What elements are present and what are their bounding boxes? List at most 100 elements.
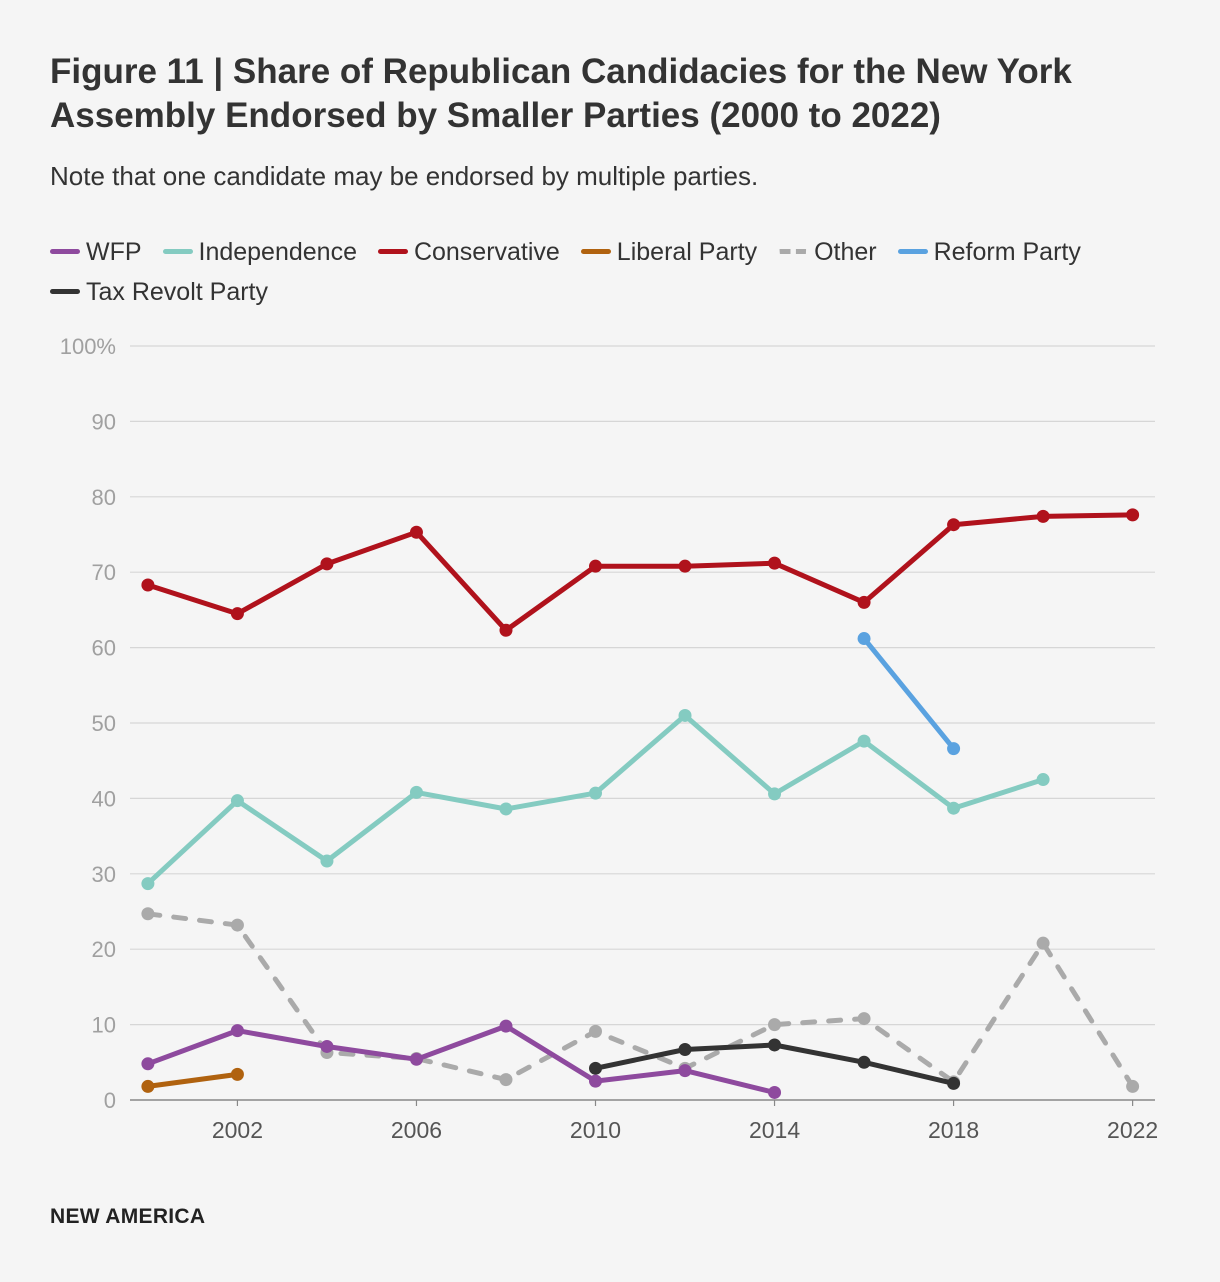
x-tick-label: 2014 [749,1117,800,1143]
point-conservative-2002[interactable] [230,607,244,621]
legend-swatch-wfp [50,248,80,254]
legend-swatch-conservative [377,248,408,254]
point-independence-2006[interactable] [409,785,423,799]
legend-item-other[interactable]: Other [778,238,877,266]
legend-item-independence[interactable]: Independence [162,238,357,266]
point-other-2022[interactable] [1126,1079,1140,1093]
x-tick-label: 2002 [212,1117,263,1143]
legend-item-wfp[interactable]: WFP [50,238,142,266]
legend-item-reform-party[interactable]: Reform Party [897,238,1081,266]
point-other-2016[interactable] [857,1012,871,1026]
x-tick-label: 2010 [570,1117,621,1143]
point-independence-2014[interactable] [768,787,782,801]
legend-item-conservative[interactable]: Conservative [377,238,560,266]
point-other-2008[interactable] [499,1073,513,1087]
series-conservative [141,508,1140,637]
series-independence [141,708,1050,891]
series-reform-party [857,632,961,756]
point-independence-2020[interactable] [1036,773,1050,787]
legend-swatch-independence [162,248,193,254]
legend-label-other: Other [814,238,877,266]
legend-label-wfp: WFP [86,238,142,266]
point-wfp-2012[interactable] [678,1064,692,1078]
point-other-2014[interactable] [768,1018,782,1032]
y-tick-label: 60 [92,636,116,661]
point-independence-2018[interactable] [947,801,961,815]
point-wfp-2010[interactable] [589,1074,603,1088]
series-wfp [141,1019,782,1099]
point-wfp-2004[interactable] [320,1039,334,1053]
point-conservative-2006[interactable] [409,525,423,539]
brand-footer: NEW AMERICA [50,1205,206,1228]
x-axis-tick-labels: 2002 2006 2010 2014 2018 2022 [212,1100,1158,1143]
point-liberal-party-2000[interactable] [141,1079,155,1093]
point-conservative-2016[interactable] [857,595,871,609]
y-tick-label: 90 [92,409,116,434]
point-conservative-2018[interactable] [947,518,961,532]
point-independence-2000[interactable] [141,877,155,891]
point-conservative-2014[interactable] [768,556,782,570]
series-lines [141,508,1140,1099]
series-tax-revolt-party [589,1038,961,1090]
series-liberal-party [141,1067,244,1093]
point-wfp-2008[interactable] [499,1019,513,1033]
point-other-2000[interactable] [141,907,155,921]
point-conservative-2022[interactable] [1126,508,1140,522]
point-independence-2004[interactable] [320,854,334,868]
legend-label-liberal-party: Liberal Party [616,238,758,266]
point-tax-revolt-party-2018[interactable] [947,1076,961,1090]
point-conservative-2020[interactable] [1036,509,1050,523]
point-independence-2002[interactable] [230,794,244,808]
point-wfp-2002[interactable] [230,1024,244,1038]
point-conservative-2000[interactable] [141,578,155,592]
point-conservative-2012[interactable] [678,559,692,573]
y-axis-tick-labels: 0 10 20 30 40 50 60 70 80 90 100% [60,334,116,1113]
y-tick-label: 0 [104,1088,116,1113]
point-independence-2010[interactable] [589,786,603,800]
legend-label-independence: Independence [198,238,357,266]
legend-label-tax-revolt-party: Tax Revolt Party [86,278,269,306]
point-independence-2016[interactable] [857,734,871,748]
point-conservative-2004[interactable] [320,557,334,571]
y-tick-label: 100% [60,334,116,359]
point-wfp-2006[interactable] [409,1052,423,1066]
point-independence-2012[interactable] [678,708,692,722]
y-tick-label: 10 [92,1013,116,1038]
series-line-reform-party [861,636,957,752]
y-tick-label: 80 [92,485,116,510]
gridlines [130,345,1155,1101]
point-wfp-2014[interactable] [768,1085,782,1099]
point-tax-revolt-party-2014[interactable] [768,1038,782,1052]
series-other [141,907,1140,1093]
point-other-2002[interactable] [230,918,244,932]
point-reform-party-2016[interactable] [857,632,871,646]
point-independence-2008[interactable] [499,802,513,816]
legend-swatch-tax-revolt-party [50,288,80,294]
point-reform-party-2018[interactable] [947,742,961,756]
chart-subtitle: Note that one candidate may be endorsed … [50,161,759,191]
series-line-conservative [145,512,1136,633]
x-tick-label: 2006 [391,1117,442,1143]
point-conservative-2008[interactable] [499,623,513,637]
series-line-wfp [145,1023,777,1095]
point-tax-revolt-party-2016[interactable] [857,1055,871,1069]
point-other-2020[interactable] [1036,936,1050,950]
y-tick-label: 50 [92,711,116,736]
point-liberal-party-2002[interactable] [230,1067,244,1081]
series-line-liberal-party [145,1071,240,1089]
y-tick-label: 30 [92,862,116,887]
point-other-2010[interactable] [589,1024,603,1038]
legend-item-tax-revolt-party[interactable]: Tax Revolt Party [50,278,268,306]
point-tax-revolt-party-2010[interactable] [589,1061,603,1075]
legend-swatch-reform-party [897,248,928,254]
y-tick-label: 40 [92,786,116,811]
y-tick-label: 20 [92,937,116,962]
series-line-other [145,911,1136,1089]
point-tax-revolt-party-2012[interactable] [678,1042,692,1056]
point-conservative-2010[interactable] [589,559,603,573]
point-wfp-2000[interactable] [141,1057,155,1071]
legend: WFP Independence Conservative Liberal Pa… [50,232,1130,312]
legend-label-conservative: Conservative [413,238,560,266]
legend-label-reform-party: Reform Party [933,238,1081,266]
legend-item-liberal-party[interactable]: Liberal Party [580,238,758,266]
